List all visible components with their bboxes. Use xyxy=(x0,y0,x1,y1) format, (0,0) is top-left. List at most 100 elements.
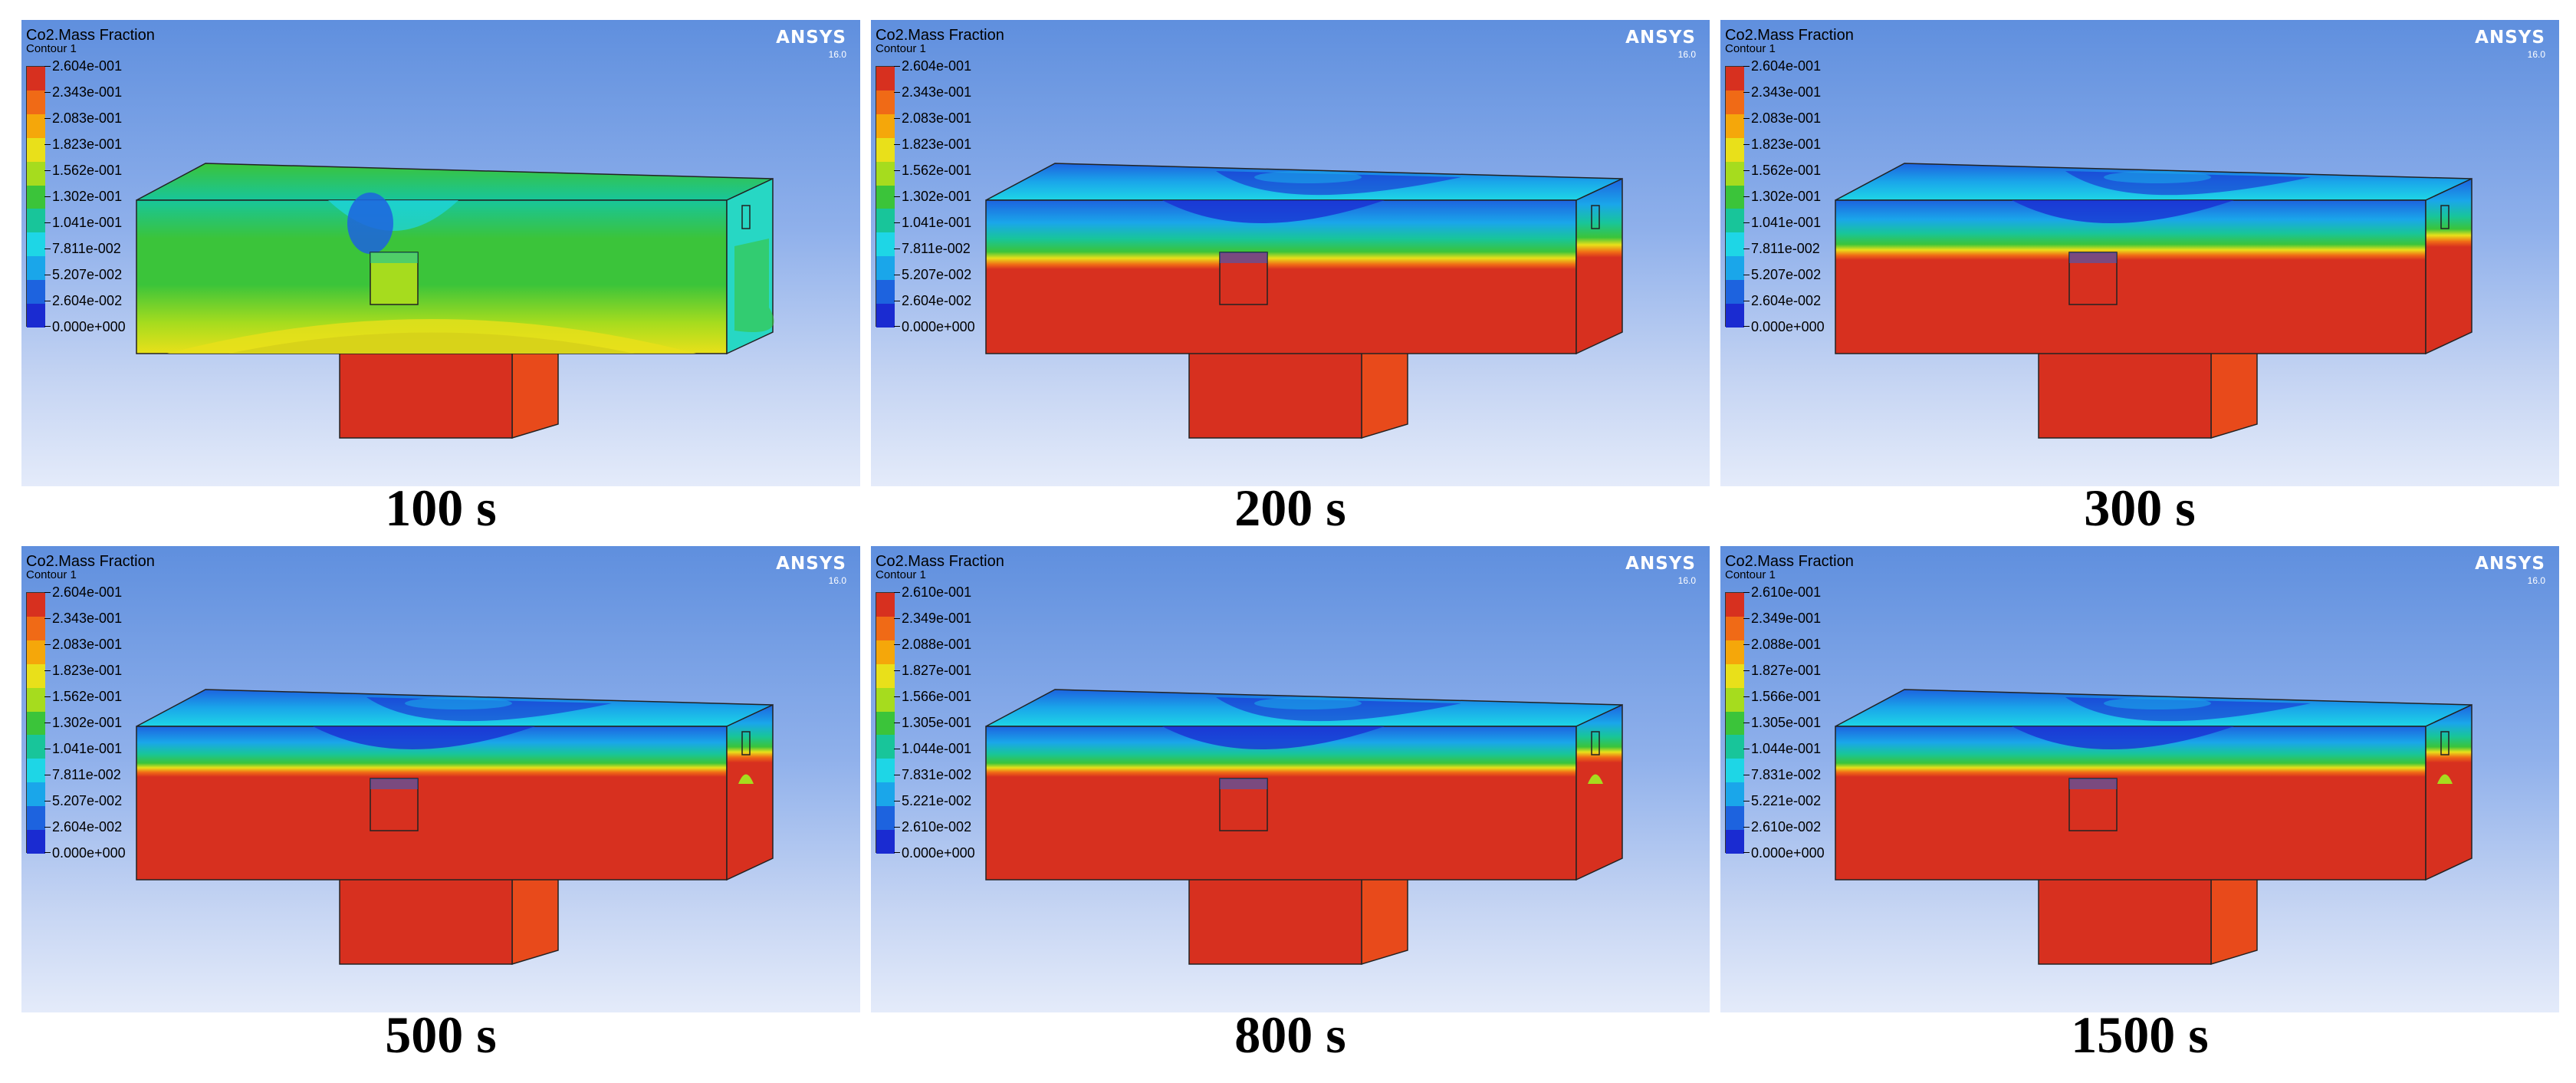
legend-label: 1.827e-001 xyxy=(1751,663,1822,678)
legend-tick xyxy=(894,670,900,671)
legend-color-bar xyxy=(1725,592,1744,854)
contour-plot-panel: Co2.Mass Fraction Contour 1 ANSYS 16.0 2.604… xyxy=(871,20,1710,486)
legend-label: 2.610e-002 xyxy=(902,819,972,834)
domain-3d-model xyxy=(985,689,1623,966)
legend-label: 0.000e+000 xyxy=(1751,319,1825,334)
legend-tick xyxy=(44,222,51,223)
legend-tick xyxy=(894,801,900,802)
legend-tick xyxy=(894,144,900,145)
ansys-version: 16.0 xyxy=(2527,49,2545,60)
side-vent xyxy=(1591,731,1600,755)
plot-title-block: Co2.Mass Fraction Contour 1 xyxy=(26,28,155,54)
legend-tick xyxy=(44,66,51,67)
legend-swatch xyxy=(27,782,45,807)
inlet-window-top xyxy=(1220,252,1267,263)
side-vent xyxy=(2440,731,2450,755)
pedestal-front xyxy=(1188,345,1362,439)
contour-band xyxy=(2437,774,2453,784)
legend-label: 0.000e+000 xyxy=(902,319,975,334)
box-side-face xyxy=(2425,177,2472,355)
legend-label: 1.823e-001 xyxy=(1751,137,1822,152)
contour-band xyxy=(347,193,393,254)
inlet-window-top xyxy=(370,252,418,263)
contour-plot-panel: Co2.Mass Fraction Contour 1 ANSYS 16.0 2.604… xyxy=(1720,20,2559,486)
legend-swatch xyxy=(1726,304,1744,328)
legend-label: 1.302e-001 xyxy=(1751,189,1822,204)
contour-band xyxy=(2012,200,2234,223)
legend-tick xyxy=(44,644,51,645)
color-legend: 2.610e-001 2.349e-001 2.088e-001 1.827e-001… xyxy=(1725,585,1840,860)
legend-label: 5.221e-002 xyxy=(902,793,972,808)
legend-label: 5.207e-002 xyxy=(52,793,123,808)
legend-swatch xyxy=(1726,137,1744,163)
legend-label: 0.000e+000 xyxy=(52,845,126,861)
legend-swatch xyxy=(27,90,45,115)
plot-title-block: Co2.Mass Fraction Contour 1 xyxy=(876,28,1004,54)
legend-swatch xyxy=(876,640,895,665)
legend-label: 1.305e-001 xyxy=(1751,715,1822,730)
legend-label: 0.000e+000 xyxy=(52,319,126,334)
legend-label: 2.349e-001 xyxy=(1751,611,1822,626)
legend-swatch xyxy=(27,161,45,186)
legend-swatch xyxy=(1726,256,1744,281)
legend-color-bar xyxy=(1725,66,1744,328)
legend-swatch xyxy=(1726,687,1744,713)
legend-label: 5.207e-002 xyxy=(1751,267,1822,282)
legend-label: 7.811e-002 xyxy=(902,241,971,256)
box-front-face xyxy=(985,199,1577,354)
legend-swatch xyxy=(27,114,45,139)
legend-tick xyxy=(44,618,51,619)
pedestal-front xyxy=(2038,871,2212,965)
ansys-logo-text: ANSYS xyxy=(776,554,846,574)
legend-label: 2.610e-002 xyxy=(1751,819,1822,834)
plot-title-block: Co2.Mass Fraction Contour 1 xyxy=(1725,28,1854,54)
legend-label: 7.831e-002 xyxy=(1751,767,1822,782)
legend-label: 1.044e-001 xyxy=(902,741,972,756)
legend-tick xyxy=(1743,852,1750,853)
legend-swatch xyxy=(27,616,45,641)
time-caption: 800 s xyxy=(1234,1006,1346,1064)
legend-swatch xyxy=(1726,67,1744,91)
legend-swatch xyxy=(1726,830,1744,854)
legend-label: 2.604e-002 xyxy=(1751,293,1822,308)
legend-swatch xyxy=(1726,711,1744,736)
box-side-face xyxy=(1576,177,1623,355)
legend-tick xyxy=(44,852,51,853)
legend-label: 1.827e-001 xyxy=(902,663,972,678)
legend-label: 2.604e-001 xyxy=(52,584,123,600)
legend-swatch xyxy=(27,711,45,736)
legend-label: 1.562e-001 xyxy=(1751,163,1822,178)
legend-label: 0.000e+000 xyxy=(902,845,975,861)
legend-label: 7.811e-002 xyxy=(52,241,121,256)
legend-swatch xyxy=(876,114,895,139)
color-legend: 2.610e-001 2.349e-001 2.088e-001 1.827e-001… xyxy=(876,585,991,860)
legend-tick xyxy=(894,618,900,619)
ansys-logo-text: ANSYS xyxy=(2475,28,2545,48)
ansys-version: 16.0 xyxy=(2527,575,2545,586)
legend-label: 2.343e-001 xyxy=(52,84,123,100)
contour-band xyxy=(313,726,535,749)
legend-swatch xyxy=(876,593,895,617)
legend-label: 2.343e-001 xyxy=(52,611,123,626)
legend-tick xyxy=(44,696,51,697)
legend-swatch xyxy=(876,687,895,713)
legend-label: 0.000e+000 xyxy=(1751,845,1825,861)
legend-tick xyxy=(894,592,900,593)
legend-label: 2.604e-001 xyxy=(902,58,972,74)
legend-tick xyxy=(894,696,900,697)
legend-swatch xyxy=(1726,209,1744,233)
legend-swatch xyxy=(876,830,895,854)
contour-band xyxy=(405,697,512,709)
legend-swatch xyxy=(876,711,895,736)
legend-swatch xyxy=(876,782,895,807)
legend-label: 1.044e-001 xyxy=(1751,741,1822,756)
legend-label: 7.811e-002 xyxy=(1751,241,1820,256)
legend-label: 2.604e-002 xyxy=(52,293,123,308)
ansys-logo: ANSYS 16.0 xyxy=(2475,554,2545,586)
legend-swatch xyxy=(27,663,45,689)
pedestal-front xyxy=(2038,345,2212,439)
time-caption: 100 s xyxy=(385,479,497,537)
legend-swatch xyxy=(27,687,45,713)
legend-swatch xyxy=(27,806,45,831)
legend-label: 2.343e-001 xyxy=(902,84,972,100)
